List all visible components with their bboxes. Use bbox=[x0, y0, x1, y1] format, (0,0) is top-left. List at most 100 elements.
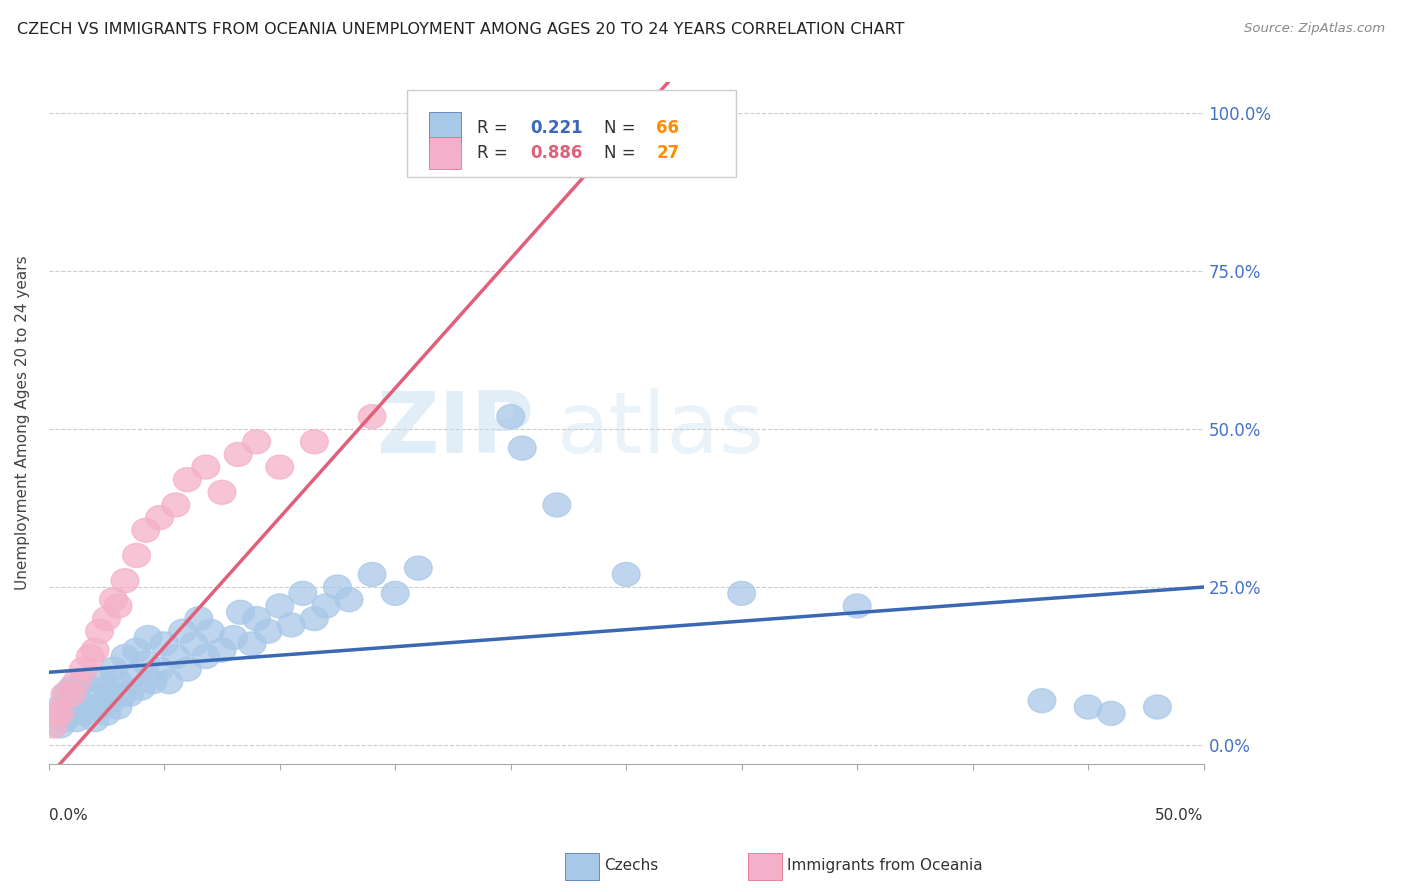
Text: N =: N = bbox=[605, 120, 641, 137]
Ellipse shape bbox=[162, 645, 190, 668]
Ellipse shape bbox=[132, 518, 160, 542]
Ellipse shape bbox=[115, 682, 143, 706]
Ellipse shape bbox=[93, 607, 121, 631]
Ellipse shape bbox=[132, 651, 160, 675]
Ellipse shape bbox=[359, 563, 387, 586]
Ellipse shape bbox=[63, 670, 90, 694]
Ellipse shape bbox=[266, 455, 294, 479]
Ellipse shape bbox=[39, 714, 67, 738]
Ellipse shape bbox=[86, 619, 114, 643]
Ellipse shape bbox=[197, 619, 225, 643]
Ellipse shape bbox=[150, 632, 179, 656]
Ellipse shape bbox=[128, 676, 155, 700]
Ellipse shape bbox=[613, 563, 640, 586]
Ellipse shape bbox=[69, 657, 97, 681]
Text: R =: R = bbox=[477, 120, 513, 137]
FancyBboxPatch shape bbox=[429, 136, 461, 169]
Text: 66: 66 bbox=[657, 120, 679, 137]
Y-axis label: Unemployment Among Ages 20 to 24 years: Unemployment Among Ages 20 to 24 years bbox=[15, 255, 30, 591]
Ellipse shape bbox=[243, 607, 270, 631]
Ellipse shape bbox=[312, 594, 340, 618]
Ellipse shape bbox=[219, 625, 247, 649]
Text: ZIP: ZIP bbox=[375, 388, 534, 471]
Ellipse shape bbox=[728, 582, 755, 606]
Ellipse shape bbox=[104, 670, 132, 694]
Ellipse shape bbox=[97, 689, 125, 713]
Ellipse shape bbox=[76, 695, 104, 719]
Text: 0.221: 0.221 bbox=[530, 120, 583, 137]
Ellipse shape bbox=[162, 493, 190, 517]
Ellipse shape bbox=[844, 594, 872, 618]
Text: R =: R = bbox=[477, 144, 513, 162]
Ellipse shape bbox=[63, 707, 90, 731]
Text: 27: 27 bbox=[657, 144, 679, 162]
Ellipse shape bbox=[243, 430, 270, 454]
Text: N =: N = bbox=[605, 144, 641, 162]
Ellipse shape bbox=[193, 455, 219, 479]
Ellipse shape bbox=[193, 645, 219, 668]
Ellipse shape bbox=[1074, 695, 1102, 719]
Ellipse shape bbox=[266, 594, 294, 618]
Text: atlas: atlas bbox=[557, 388, 765, 471]
Ellipse shape bbox=[111, 645, 139, 668]
Text: Source: ZipAtlas.com: Source: ZipAtlas.com bbox=[1244, 22, 1385, 36]
Ellipse shape bbox=[139, 670, 166, 694]
Ellipse shape bbox=[186, 607, 212, 631]
Ellipse shape bbox=[69, 701, 97, 725]
Ellipse shape bbox=[82, 638, 108, 662]
Ellipse shape bbox=[301, 607, 328, 631]
Ellipse shape bbox=[42, 701, 69, 725]
Ellipse shape bbox=[277, 613, 305, 637]
Ellipse shape bbox=[82, 682, 108, 706]
Text: 50.0%: 50.0% bbox=[1156, 808, 1204, 823]
Text: Immigrants from Oceania: Immigrants from Oceania bbox=[787, 858, 983, 872]
Ellipse shape bbox=[146, 657, 173, 681]
Ellipse shape bbox=[1097, 701, 1125, 725]
Ellipse shape bbox=[146, 506, 173, 530]
Ellipse shape bbox=[1143, 695, 1171, 719]
Ellipse shape bbox=[122, 638, 150, 662]
Ellipse shape bbox=[496, 405, 524, 428]
Ellipse shape bbox=[169, 619, 197, 643]
Ellipse shape bbox=[155, 670, 183, 694]
Ellipse shape bbox=[225, 442, 252, 467]
Ellipse shape bbox=[1028, 689, 1056, 713]
Ellipse shape bbox=[51, 707, 79, 731]
Ellipse shape bbox=[46, 701, 75, 725]
Ellipse shape bbox=[46, 714, 75, 738]
Ellipse shape bbox=[89, 670, 115, 694]
Ellipse shape bbox=[100, 588, 128, 612]
FancyBboxPatch shape bbox=[429, 112, 461, 145]
Ellipse shape bbox=[93, 701, 121, 725]
Ellipse shape bbox=[323, 575, 352, 599]
Ellipse shape bbox=[104, 594, 132, 618]
Ellipse shape bbox=[290, 582, 316, 606]
Ellipse shape bbox=[51, 682, 79, 706]
Ellipse shape bbox=[359, 405, 387, 428]
Ellipse shape bbox=[509, 436, 536, 460]
Ellipse shape bbox=[86, 695, 114, 719]
Ellipse shape bbox=[301, 430, 328, 454]
Ellipse shape bbox=[46, 695, 75, 719]
Ellipse shape bbox=[208, 480, 236, 504]
Ellipse shape bbox=[111, 569, 139, 592]
Text: 0.886: 0.886 bbox=[530, 144, 582, 162]
Ellipse shape bbox=[58, 701, 86, 725]
Ellipse shape bbox=[636, 102, 664, 126]
Ellipse shape bbox=[405, 556, 432, 580]
Ellipse shape bbox=[93, 676, 121, 700]
Ellipse shape bbox=[173, 657, 201, 681]
Ellipse shape bbox=[335, 588, 363, 612]
Ellipse shape bbox=[53, 682, 82, 706]
Ellipse shape bbox=[100, 657, 128, 681]
Ellipse shape bbox=[108, 682, 136, 706]
Ellipse shape bbox=[76, 645, 104, 668]
Ellipse shape bbox=[254, 619, 283, 643]
Ellipse shape bbox=[208, 638, 236, 662]
Ellipse shape bbox=[121, 664, 148, 688]
Ellipse shape bbox=[180, 632, 208, 656]
Text: 0.0%: 0.0% bbox=[49, 808, 87, 823]
Text: Czechs: Czechs bbox=[605, 858, 659, 872]
Ellipse shape bbox=[238, 632, 266, 656]
Ellipse shape bbox=[82, 707, 108, 731]
